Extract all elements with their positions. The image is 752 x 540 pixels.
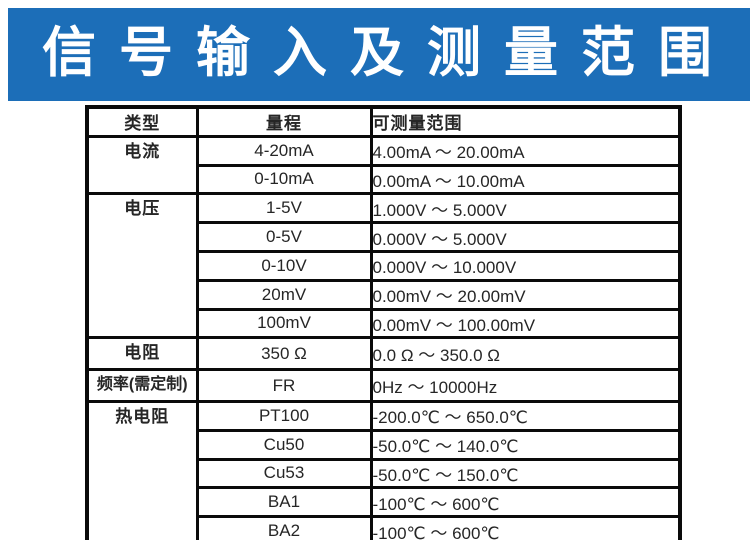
- type-label: 电流: [124, 141, 161, 161]
- measurable-span-cell: 0.000V ～ 10.000V: [369, 249, 682, 282]
- range-cell: 20mV: [195, 278, 373, 311]
- range-cell: BA1: [195, 486, 373, 519]
- table-row: 0-10mA 0.00mA ～ 10.00mA: [87, 163, 682, 196]
- range-cell: 0-10V: [195, 249, 373, 282]
- table-row: 0-10V 0.000V ～ 10.000V: [87, 249, 682, 282]
- measurable-span-cell: 0.00mA ～ 10.00mA: [369, 163, 682, 196]
- table-row: Cu50 -50.0℃ ～ 140.0℃: [87, 428, 682, 461]
- table-row: BA1 -100℃ ～ 600℃: [87, 486, 682, 519]
- measurable-span-cell: 0.000V ～ 5.000V: [369, 221, 682, 253]
- range-cell: Cu53: [195, 457, 373, 490]
- type-cell: 电流: [85, 134, 199, 196]
- title-banner: 信 号 输 入 及 测 量 范 围: [8, 8, 750, 101]
- measurable-span-cell: 0.00mV ～ 20.00mV: [369, 278, 682, 311]
- header-row: 类型 量程 可测量范围: [85, 105, 682, 138]
- type-label: 热电阻: [115, 406, 170, 426]
- type-label: 电压: [124, 199, 161, 219]
- measurable-span-cell: -200.0℃ ～ 650.0℃: [369, 399, 682, 432]
- table-row: 频率(需定制) FR 0Hz ～ 10000Hz: [85, 368, 682, 403]
- table-row: 0-5V 0.000V ～ 5.000V: [87, 221, 682, 253]
- measurable-span-cell: -50.0℃ ～ 150.0℃: [369, 457, 682, 490]
- measurable-span-cell: -50.0℃ ～ 140.0℃: [369, 428, 682, 461]
- table-row: 电压 1-5V 1.000V ～ 5.000V: [85, 192, 682, 340]
- measurable-span-cell: 1.000V ～ 5.000V: [369, 192, 682, 225]
- column-header-span: 可测量范围: [369, 105, 682, 138]
- range-cell: FR: [195, 368, 373, 403]
- column-header-type: 类型: [85, 105, 199, 138]
- range-cell: Cu50: [195, 428, 373, 461]
- range-cell: 0-10mA: [195, 163, 373, 196]
- table-row: 100mV 0.00mV ～ 100.00mV: [87, 307, 682, 340]
- table-row: 电阻 350 Ω 0.0 Ω ～ 350.0 Ω: [85, 336, 682, 372]
- spec-table: 类型 量程 可测量范围 电流 4-20mA 4.00mA ～ 20.00mA 0-10…: [85, 105, 682, 540]
- range-cell: 350 Ω: [195, 336, 373, 372]
- table-row: 20mV 0.00mV ～ 20.00mV: [87, 278, 682, 311]
- table-row: 电流 4-20mA 4.00mA ～ 20.00mA: [85, 134, 682, 196]
- range-cell: 100mV: [195, 307, 373, 340]
- range-cell: 0-5V: [195, 221, 373, 253]
- range-cell: PT100: [195, 399, 373, 432]
- measurable-span-cell: -100℃ ～ 600℃: [369, 486, 682, 519]
- type-label: 频率(需定制): [96, 376, 188, 394]
- measurable-span-cell: 4.00mA ～ 20.00mA: [369, 134, 682, 167]
- range-cell: 1-5V: [195, 192, 373, 225]
- measurable-span-cell: 0.00mV ～ 100.00mV: [369, 307, 682, 340]
- measurable-span-cell: 0Hz ～ 10000Hz: [369, 368, 682, 403]
- table-row: 热电阻 PT100 -200.0℃ ～ 650.0℃: [85, 399, 682, 540]
- column-header-range: 量程: [195, 105, 373, 138]
- measurable-span-cell: -100℃ ～ 600℃: [369, 515, 682, 540]
- type-cell: 频率(需定制): [85, 368, 199, 403]
- page-title: 信 号 输 入 及 测 量 范 围: [41, 22, 717, 83]
- table-row: Cu53 -50.0℃ ～ 150.0℃: [87, 457, 682, 490]
- measurable-span-cell: 0.0 Ω ～ 350.0 Ω: [369, 336, 682, 372]
- table-row: BA2 -100℃ ～ 600℃: [87, 515, 682, 540]
- type-cell: 热电阻: [85, 399, 199, 540]
- spec-table-body: 类型 量程 可测量范围 电流 4-20mA 4.00mA ～ 20.00mA 0-10…: [85, 105, 682, 540]
- type-cell: 电压: [85, 192, 199, 340]
- type-cell: 电阻: [85, 336, 199, 372]
- type-label: 电阻: [124, 343, 161, 363]
- range-cell: BA2: [195, 515, 373, 540]
- range-cell: 4-20mA: [195, 134, 373, 167]
